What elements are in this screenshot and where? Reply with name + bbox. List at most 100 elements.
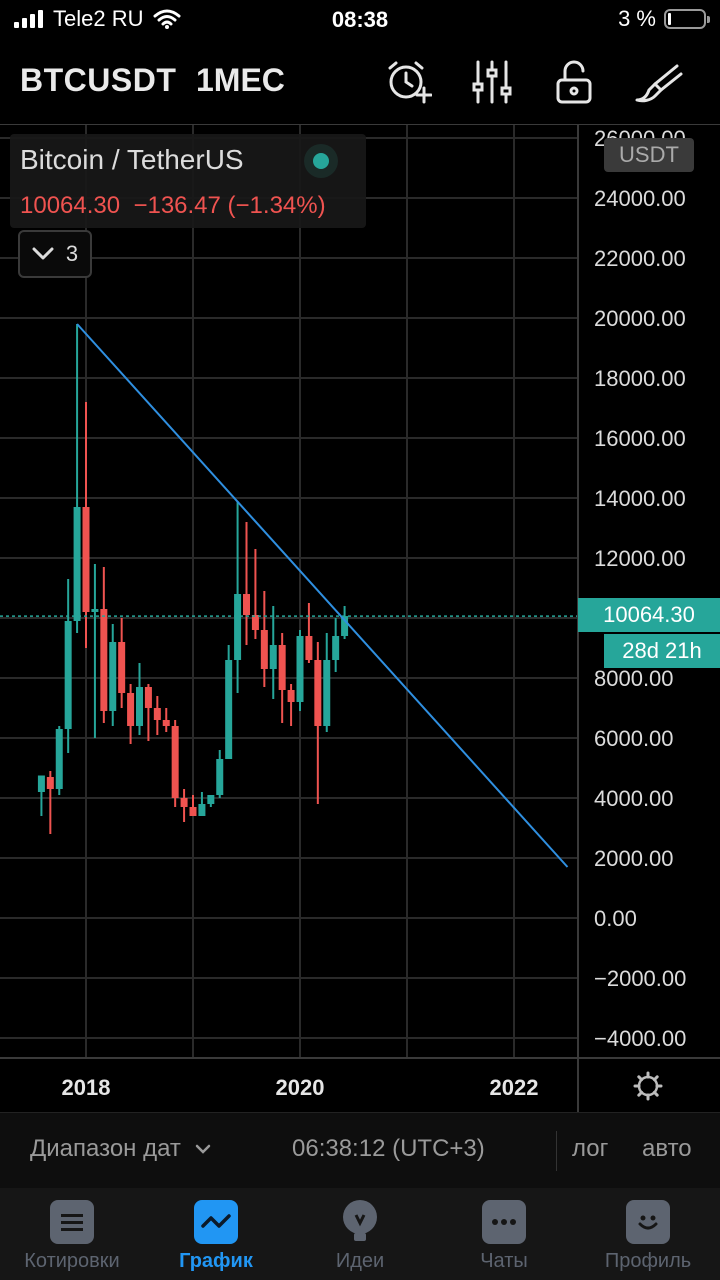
status-time: 08:38 xyxy=(331,7,389,32)
candle xyxy=(341,606,349,639)
candle xyxy=(225,645,233,759)
candle xyxy=(82,402,90,648)
candle xyxy=(305,603,313,663)
gear-tooth xyxy=(637,1075,644,1082)
candle-body xyxy=(287,690,295,702)
alarm-add-icon xyxy=(388,61,432,104)
candle-body xyxy=(55,729,63,789)
candle-body xyxy=(144,687,152,708)
candle-body xyxy=(136,687,143,726)
bar-countdown-tag: 28d 21h xyxy=(604,634,720,668)
y-tick-label: 6000.00 xyxy=(594,726,674,751)
candle xyxy=(296,630,304,711)
candle-body xyxy=(198,804,206,816)
candle xyxy=(55,726,63,795)
chart-settings-gear-icon[interactable] xyxy=(633,1071,663,1101)
tab-quotes[interactable]: Котировки xyxy=(0,1188,144,1280)
candle-body xyxy=(189,807,197,816)
drawing-tools-button[interactable] xyxy=(630,54,686,110)
candle-body xyxy=(37,775,45,792)
alarm-add-button[interactable] xyxy=(380,54,436,110)
tab-label: Чаты xyxy=(480,1250,528,1272)
auto-scale-button[interactable]: авто xyxy=(642,1135,692,1162)
candle xyxy=(207,795,215,807)
legend-collapse-button[interactable]: 3 xyxy=(18,230,92,278)
candle xyxy=(260,591,268,687)
candle xyxy=(314,642,322,804)
candle xyxy=(118,618,126,708)
tab-chats[interactable]: Чаты xyxy=(432,1188,576,1280)
candle-body xyxy=(305,636,313,660)
candle xyxy=(251,549,259,639)
y-tick-label: 2000.00 xyxy=(594,846,674,871)
candle-body xyxy=(109,642,117,711)
indicators-button[interactable] xyxy=(464,54,520,110)
candle-body xyxy=(153,708,161,720)
date-range-label: Диапазон дат xyxy=(30,1135,181,1162)
candle xyxy=(171,720,179,807)
candle-body xyxy=(118,642,126,693)
legend-change-pct: (−1.34%) xyxy=(227,192,326,219)
candle-body xyxy=(171,726,179,798)
legend-last-price: 10064.30 xyxy=(20,192,121,219)
log-scale-button[interactable]: лог xyxy=(572,1135,609,1162)
tab-chart[interactable]: График xyxy=(144,1188,288,1280)
candle-body xyxy=(100,609,108,711)
tab-label: График xyxy=(179,1250,253,1272)
y-tick-label: 14000.00 xyxy=(594,486,686,511)
candle-body xyxy=(332,636,340,660)
y-tick-label: 12000.00 xyxy=(594,546,686,571)
candle xyxy=(189,795,197,816)
chevron-down-icon xyxy=(32,247,54,260)
carrier-name: Tele2 RU xyxy=(53,6,144,31)
candle xyxy=(64,579,72,753)
x-tick-label: 2022 xyxy=(490,1075,539,1100)
candle xyxy=(243,522,250,645)
chart-toolbar: BTCUSDT 1МЕС xyxy=(0,40,720,124)
candle xyxy=(269,606,277,699)
candle xyxy=(73,324,81,633)
candle xyxy=(332,618,340,672)
tab-label: Котировки xyxy=(24,1250,120,1272)
candle-body xyxy=(207,795,215,804)
signal-icon xyxy=(14,10,43,28)
trend-line[interactable] xyxy=(76,323,569,868)
candle xyxy=(109,624,117,726)
candle-body xyxy=(180,798,188,807)
x-tick-label: 2020 xyxy=(276,1075,325,1100)
candle-body xyxy=(260,630,268,669)
indicators-icon xyxy=(472,60,512,104)
candle xyxy=(144,684,152,741)
candle xyxy=(46,771,54,834)
date-range-button[interactable]: Диапазон дат xyxy=(30,1135,211,1163)
candle xyxy=(153,696,161,735)
symbol-button[interactable]: BTCUSDT xyxy=(20,62,177,98)
market-open-status-icon xyxy=(304,144,338,178)
tab-profile[interactable]: Профиль xyxy=(576,1188,720,1280)
candle-body xyxy=(341,616,349,636)
candle-body xyxy=(162,720,170,726)
candle xyxy=(37,775,45,816)
candle-body xyxy=(46,777,54,789)
gear-tooth xyxy=(652,1075,659,1082)
candle-body xyxy=(269,645,277,669)
candle xyxy=(234,501,242,693)
battery-percent: 3 % xyxy=(618,6,656,31)
symbol-legend[interactable]: Bitcoin / TetherUS 10064.30 −136.47 (−1.… xyxy=(10,134,366,228)
price-chart[interactable]: 26000.0024000.0022000.0020000.0018000.00… xyxy=(0,124,720,1112)
candle xyxy=(127,684,135,744)
candle xyxy=(180,789,188,822)
status-right: 3 % xyxy=(618,6,710,32)
candle xyxy=(136,663,143,735)
interval-button[interactable]: 1МЕС xyxy=(196,62,285,98)
candle-body xyxy=(323,660,331,726)
currency-unit-badge[interactable]: USDT xyxy=(604,138,694,172)
y-tick-label: 18000.00 xyxy=(594,366,686,391)
lock-button[interactable] xyxy=(546,54,602,110)
bottom-tab-bar: Котировки График Идеи Чаты Профиль xyxy=(0,1188,720,1280)
timezone-clock[interactable]: 06:38:12 (UTC+3) xyxy=(292,1135,485,1162)
wifi-icon xyxy=(153,9,181,29)
tab-ideas[interactable]: Идеи xyxy=(288,1188,432,1280)
legend-values: 10064.30 −136.47 (−1.34%) xyxy=(20,192,326,220)
candle xyxy=(100,567,108,723)
